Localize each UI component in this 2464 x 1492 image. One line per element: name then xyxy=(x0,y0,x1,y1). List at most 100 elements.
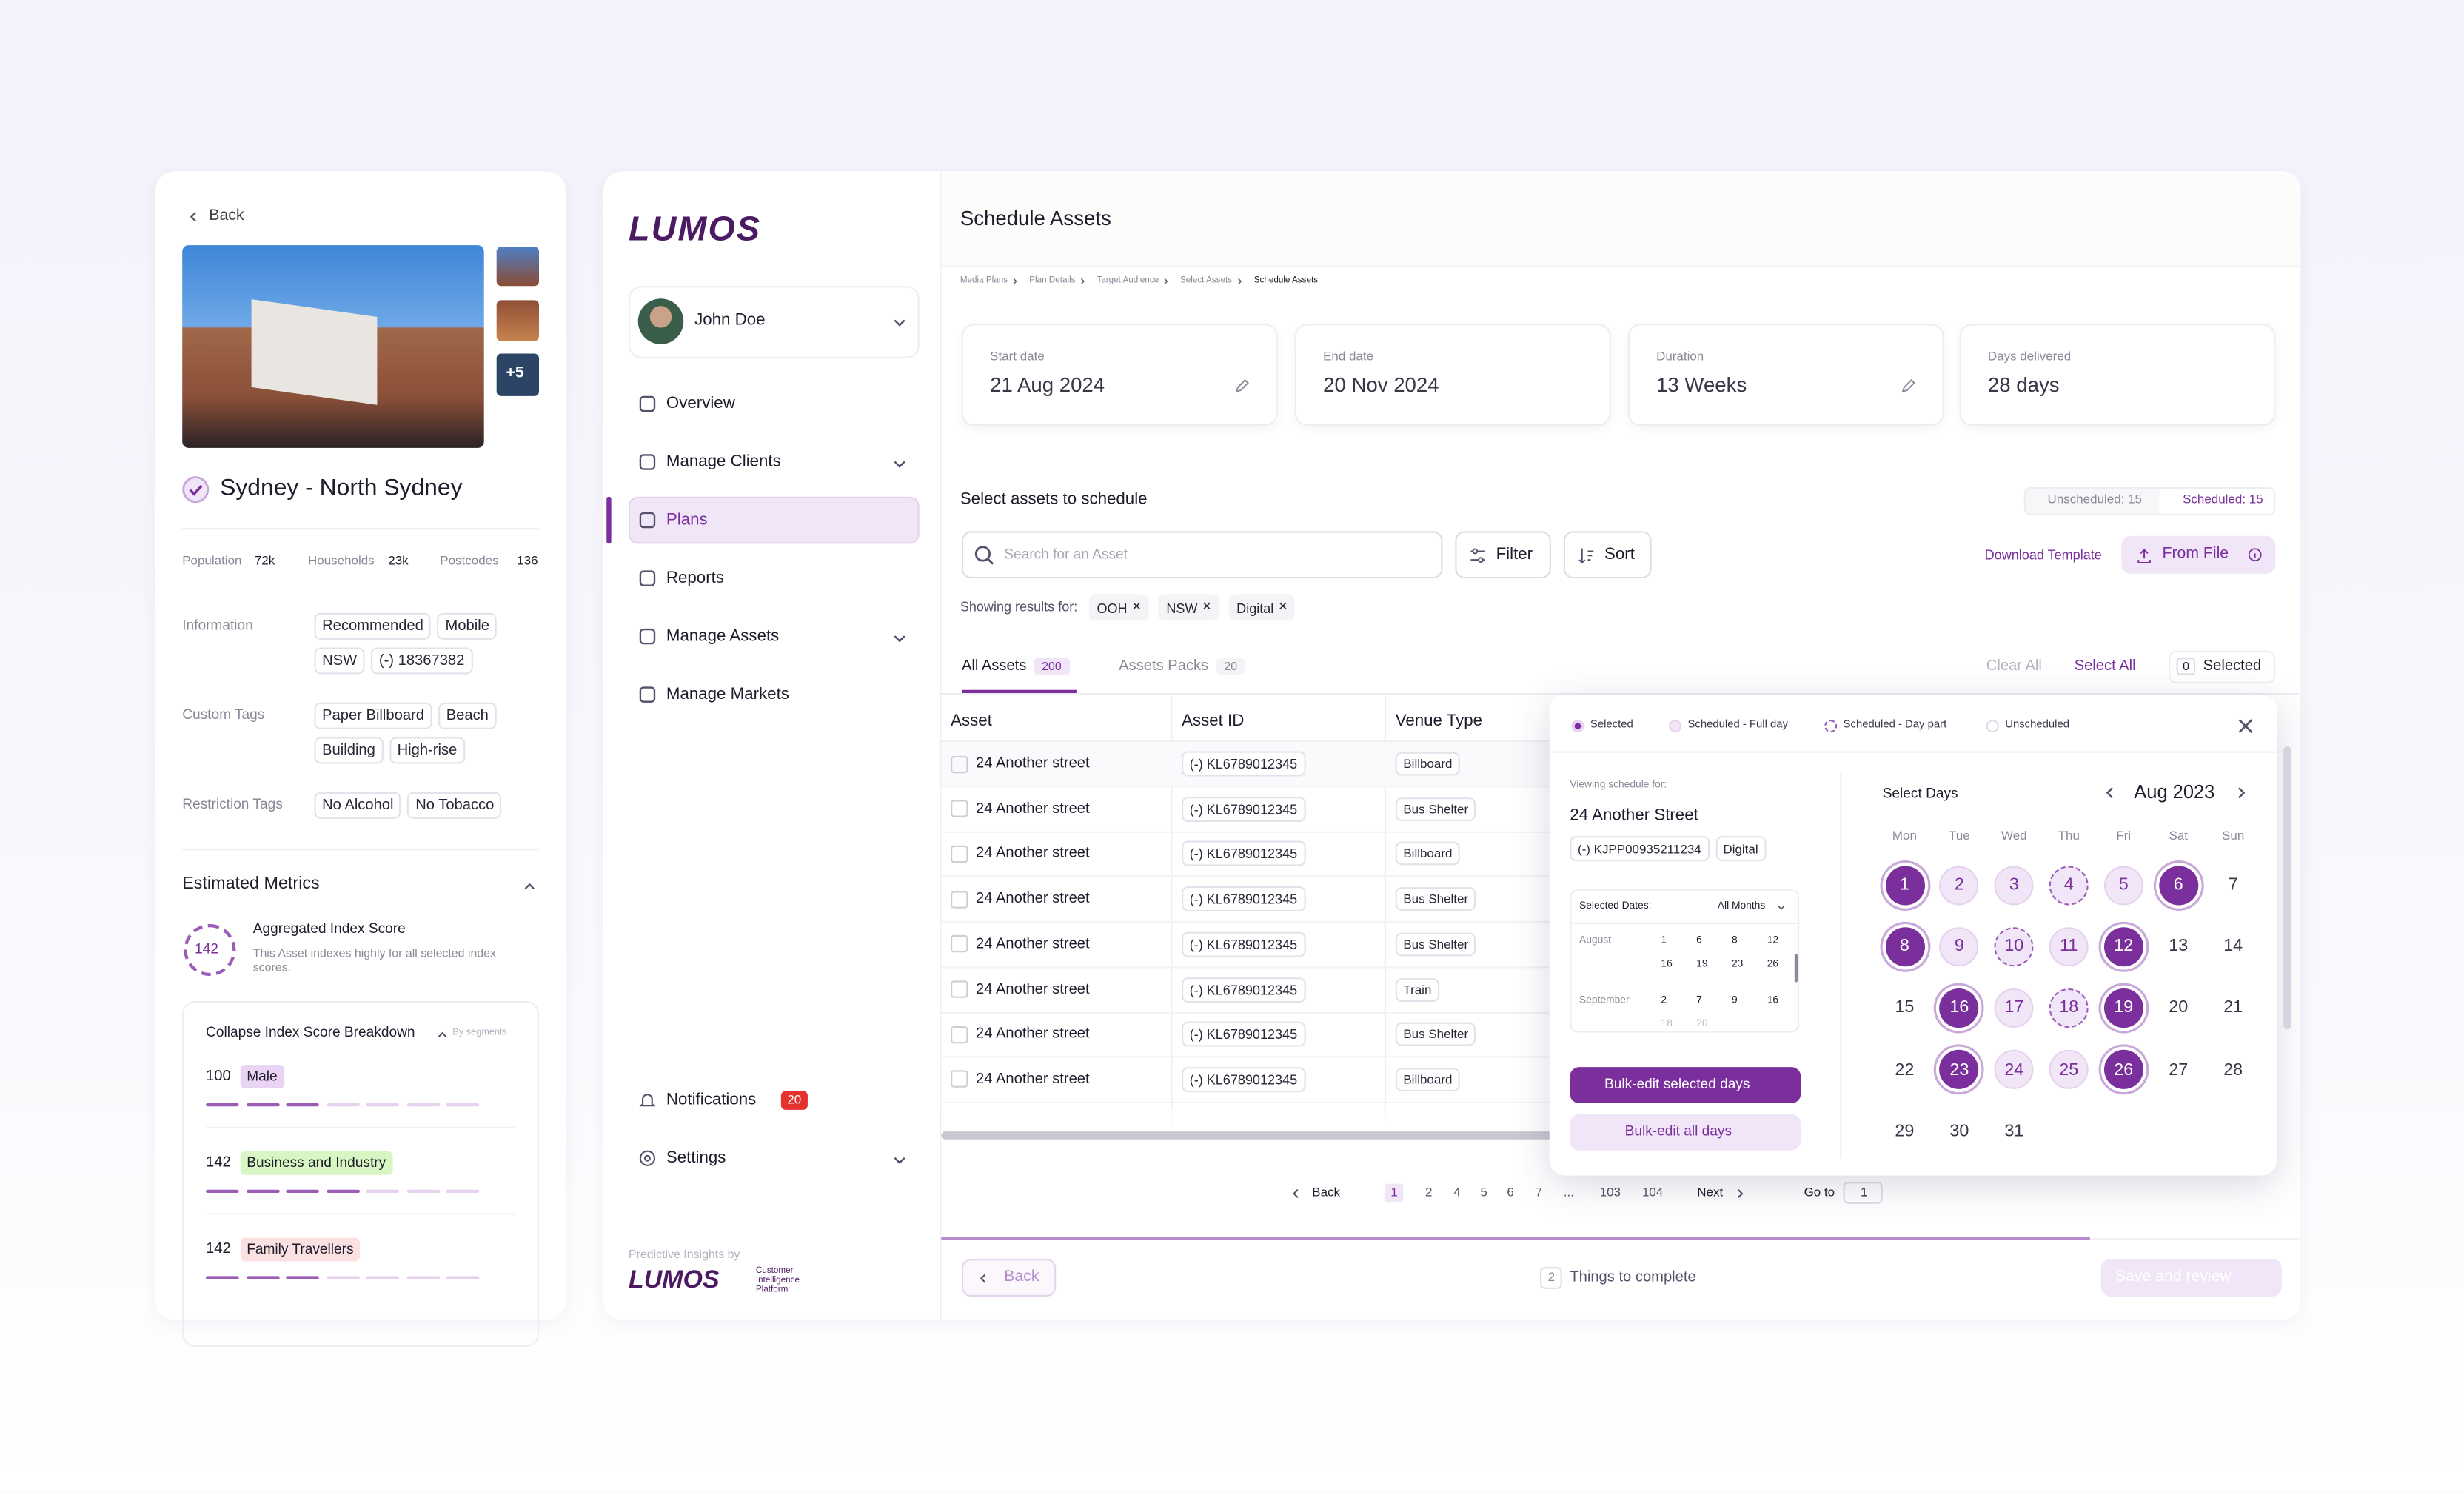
segment-bar xyxy=(286,1276,319,1279)
calendar-day[interactable]: 1 xyxy=(1884,865,1924,905)
breadcrumb[interactable]: Plan Details xyxy=(1029,275,1076,286)
page-number[interactable]: 103 xyxy=(1599,1185,1621,1200)
nav-item[interactable]: Notifications xyxy=(666,1090,757,1109)
tab[interactable]: Assets Packs xyxy=(1119,657,1209,675)
calendar-day[interactable]: 30 xyxy=(1949,1121,1969,1141)
calendar-day[interactable]: 18 xyxy=(2049,988,2089,1028)
page-number[interactable]: 2 xyxy=(1425,1185,1433,1200)
row-checkbox[interactable] xyxy=(951,1071,968,1088)
venue-type: Billboard xyxy=(1395,842,1461,866)
asset-name: 24 Another street xyxy=(976,1025,1090,1043)
back-button[interactable] xyxy=(961,1259,1057,1297)
row-checkbox[interactable] xyxy=(951,755,968,773)
calendar-day[interactable]: 20 xyxy=(2169,998,2189,1018)
row-checkbox[interactable] xyxy=(951,845,968,863)
download-template[interactable]: Download Template xyxy=(1984,546,2102,563)
tab[interactable]: All Assets xyxy=(961,657,1027,675)
pagination-back[interactable]: Back xyxy=(1312,1185,1341,1200)
calendar-day[interactable]: 31 xyxy=(2004,1121,2024,1141)
calendar-day[interactable]: 2 xyxy=(1939,865,1979,905)
calendar-day[interactable]: 21 xyxy=(2223,998,2243,1018)
search-box[interactable] xyxy=(961,531,1443,579)
photo-thumb xyxy=(496,247,540,287)
bulk-all-button[interactable] xyxy=(1570,1114,1801,1151)
remove-chip-icon[interactable]: × xyxy=(1278,598,1288,617)
calendar-day[interactable]: 27 xyxy=(2169,1060,2189,1080)
calendar-day[interactable]: 8 xyxy=(1884,926,1924,966)
calendar-day[interactable]: 3 xyxy=(1994,865,2034,905)
segment-bar xyxy=(326,1276,359,1279)
page-number[interactable]: 1 xyxy=(1384,1183,1405,1202)
calendar-day[interactable]: 5 xyxy=(2103,865,2143,905)
calendar-day[interactable]: 11 xyxy=(2049,926,2089,966)
segment-name: Male xyxy=(240,1065,284,1088)
calendar-day[interactable]: 23 xyxy=(1939,1049,1979,1090)
nav-item[interactable]: Settings xyxy=(666,1148,726,1168)
nav-item[interactable]: Manage Markets xyxy=(666,684,789,704)
calendar-day[interactable]: 17 xyxy=(1994,988,2034,1028)
calendar-day[interactable]: 12 xyxy=(2103,926,2143,966)
goto-input[interactable] xyxy=(1843,1182,1883,1204)
calendar-day[interactable]: 14 xyxy=(2223,937,2243,956)
month-filter[interactable]: All Months xyxy=(1717,900,1766,912)
save-button[interactable] xyxy=(2100,1259,2282,1297)
remove-chip-icon[interactable]: × xyxy=(1202,598,1212,617)
calendar-day[interactable]: 9 xyxy=(1939,926,1979,966)
calendar-day[interactable]: 6 xyxy=(2158,865,2198,905)
page-number[interactable]: ... xyxy=(1563,1185,1574,1200)
page-number[interactable]: 4 xyxy=(1453,1185,1461,1200)
prev-month[interactable] xyxy=(2101,783,2118,800)
breadcrumb[interactable]: Select Assets xyxy=(1179,275,1233,286)
back-link[interactable]: Back xyxy=(209,207,244,225)
calendar-day[interactable]: 29 xyxy=(1895,1121,1915,1141)
select-all[interactable]: Select All xyxy=(2074,657,2136,675)
nav-item[interactable]: Overview xyxy=(666,394,735,413)
nav-item[interactable]: Manage Assets xyxy=(666,626,780,646)
page-number[interactable]: 7 xyxy=(1535,1185,1543,1200)
page-number[interactable]: 104 xyxy=(1641,1185,1664,1200)
bulk-selected-button[interactable] xyxy=(1570,1067,1801,1103)
row-checkbox[interactable] xyxy=(951,980,968,998)
pagination-next[interactable]: Next xyxy=(1697,1185,1724,1200)
row-checkbox[interactable] xyxy=(951,1026,968,1043)
calendar-day[interactable]: 25 xyxy=(2049,1049,2089,1090)
calendar-day[interactable]: 24 xyxy=(1994,1049,2034,1090)
filter-button[interactable] xyxy=(1455,531,1551,579)
row-checkbox[interactable] xyxy=(951,800,968,818)
row-checkbox[interactable] xyxy=(951,890,968,908)
page-number[interactable]: 6 xyxy=(1507,1185,1514,1200)
filter-chip[interactable]: Digital × xyxy=(1228,594,1296,621)
row-checkbox[interactable] xyxy=(951,935,968,953)
filter-chip[interactable]: OOH × xyxy=(1088,594,1149,621)
calendar-day[interactable]: 10 xyxy=(1994,926,2034,966)
calendar-day[interactable]: 7 xyxy=(2228,875,2238,894)
calendar-day[interactable]: 28 xyxy=(2223,1060,2243,1080)
nav-item[interactable]: Manage Clients xyxy=(666,452,781,472)
calendar-day[interactable]: 4 xyxy=(2049,865,2089,905)
nav-item[interactable]: Reports xyxy=(666,568,724,588)
breadcrumb[interactable]: Media Plans xyxy=(960,275,1008,286)
sort-button[interactable] xyxy=(1563,531,1652,579)
calendar-day[interactable]: 13 xyxy=(2169,937,2189,956)
close-icon[interactable] xyxy=(2236,717,2254,735)
remove-chip-icon[interactable]: × xyxy=(1131,598,1142,617)
filter-chip[interactable]: NSW × xyxy=(1158,594,1219,621)
date-day: 20 xyxy=(1696,1018,1708,1030)
calendar-day[interactable]: 16 xyxy=(1939,988,1979,1028)
more-photos[interactable]: +5 xyxy=(506,364,524,382)
save-button-label: Save and review xyxy=(2115,1268,2232,1286)
breadcrumb[interactable]: Target Audience xyxy=(1097,275,1159,286)
user-card[interactable] xyxy=(628,286,920,358)
calendar-day[interactable]: 15 xyxy=(1895,998,1915,1018)
row-border xyxy=(941,1011,1555,1013)
calendar-day[interactable]: 22 xyxy=(1895,1060,1915,1080)
clear-all[interactable]: Clear All xyxy=(1986,657,2042,675)
tab-count: 200 xyxy=(1034,658,1070,675)
venue-type: Bus Shelter xyxy=(1395,797,1476,821)
next-month[interactable] xyxy=(2233,783,2250,800)
nav-item[interactable]: Plans xyxy=(666,510,708,529)
billboard xyxy=(251,299,378,405)
calendar-day[interactable]: 26 xyxy=(2103,1049,2143,1090)
page-number[interactable]: 5 xyxy=(1480,1185,1487,1200)
calendar-day[interactable]: 19 xyxy=(2103,988,2143,1028)
